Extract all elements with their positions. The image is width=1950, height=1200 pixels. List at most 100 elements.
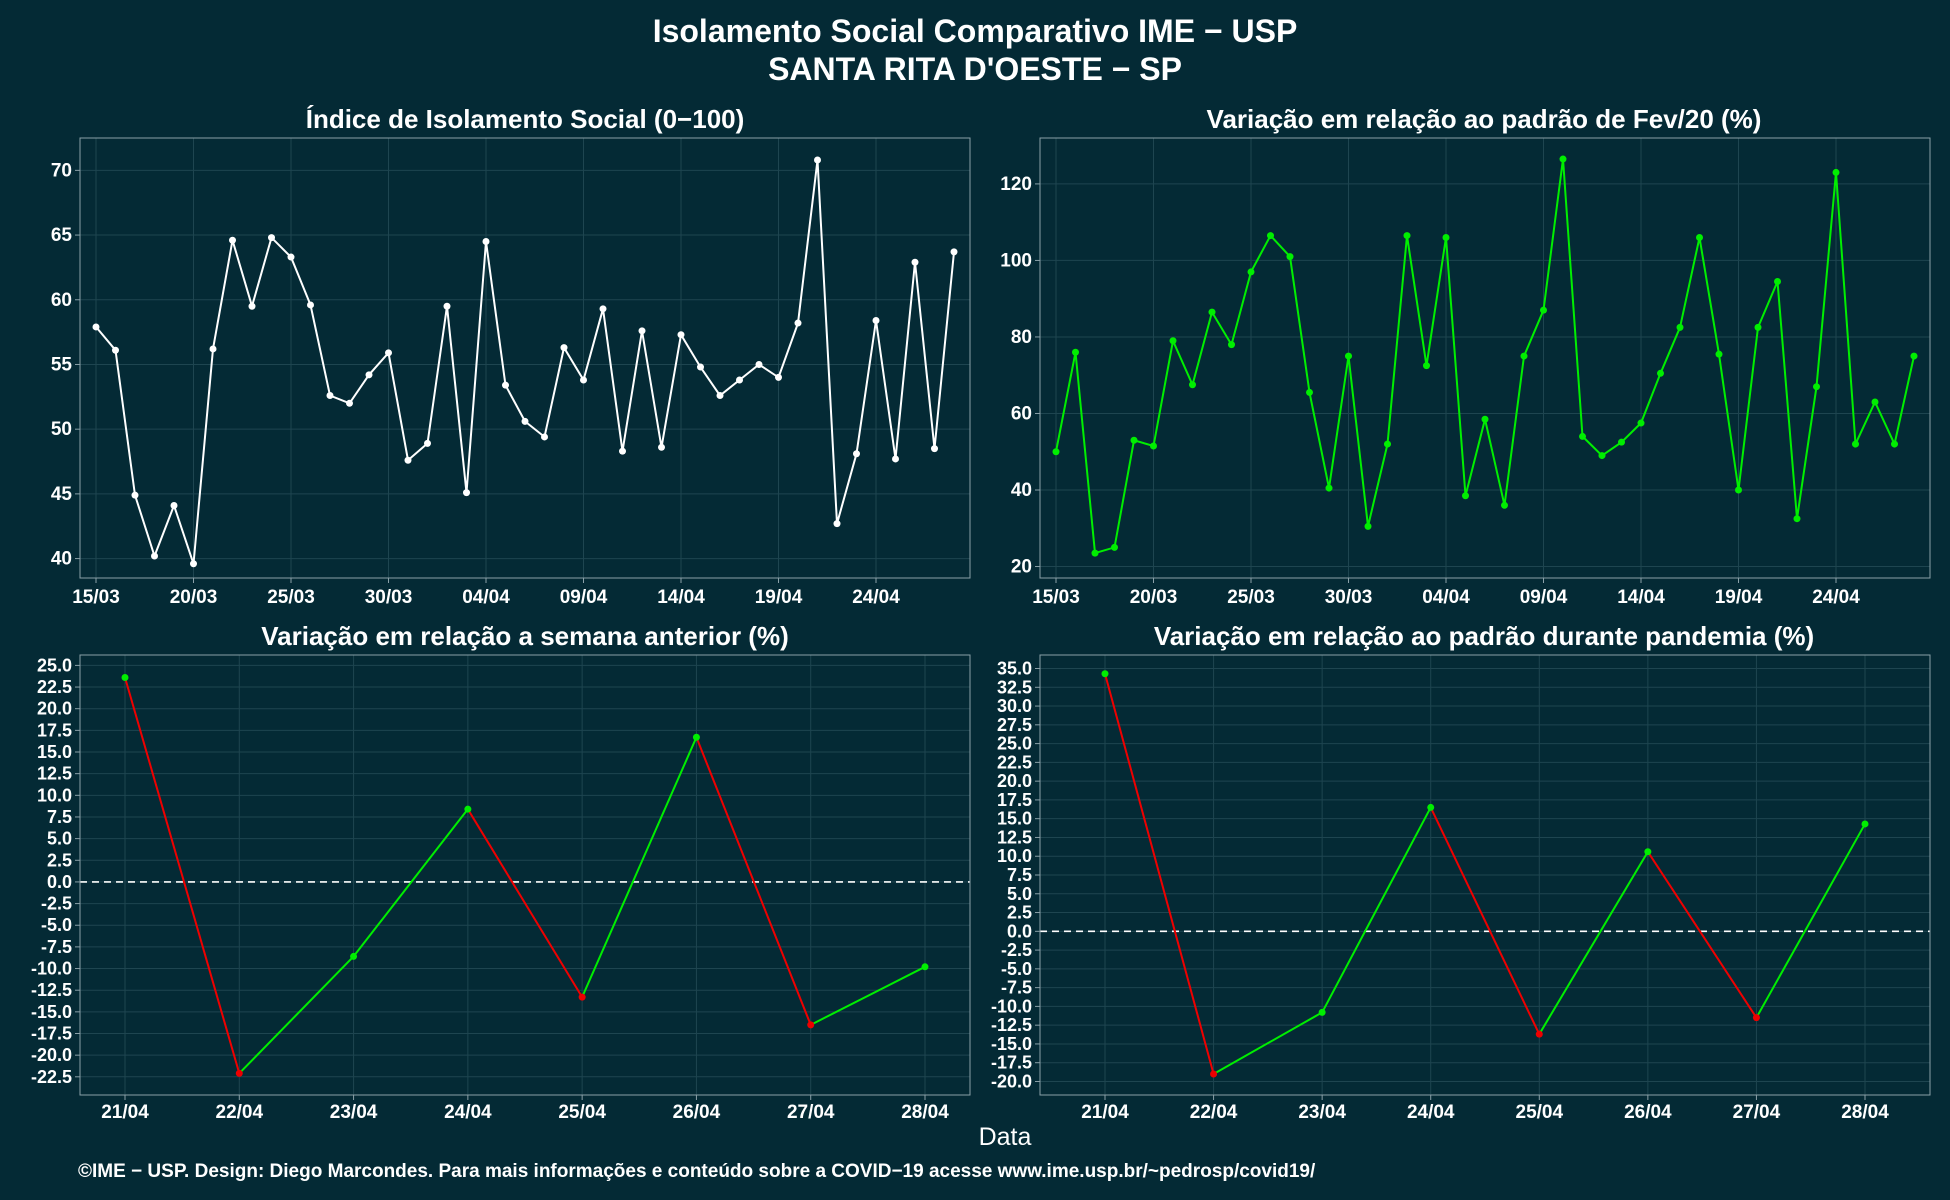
plot-area — [80, 138, 970, 578]
data-point — [578, 993, 586, 1001]
y-tick-label: 40 — [51, 549, 72, 570]
data-point — [1540, 306, 1547, 314]
x-tick-label: 21/04 — [1081, 1102, 1129, 1123]
y-tick-label: -20.0 — [991, 1071, 1032, 1091]
data-point — [131, 491, 139, 499]
panel-isolation-index-plot: 40 45 50 55 60 65 70 15/03 20/03 25/03 30/03 04/04 0… — [51, 137, 971, 608]
x-tick-label: 24/04 — [1812, 587, 1860, 608]
falling-segment — [124, 677, 241, 1074]
data-point — [287, 253, 295, 261]
data-point — [1228, 341, 1235, 349]
y-tick-label: 17.5 — [997, 790, 1032, 810]
x-tick-label: 22/04 — [216, 1102, 264, 1123]
data-point — [365, 371, 373, 379]
data-point — [833, 520, 841, 528]
y-tick-label: -17.5 — [991, 1053, 1032, 1073]
data-point — [1364, 522, 1372, 530]
data-point — [1189, 381, 1196, 389]
data-point — [1130, 436, 1138, 444]
y-tick-label: -2.5 — [1001, 940, 1032, 960]
data-point — [619, 447, 626, 455]
data-point — [1442, 233, 1450, 241]
data-point — [1559, 155, 1567, 163]
y-tick-label: 27.5 — [997, 715, 1032, 735]
data-point — [677, 331, 685, 339]
x-tick-label: 27/04 — [1733, 1102, 1781, 1123]
y-tick-label: -12.5 — [31, 980, 72, 1000]
y-tick-label: 30.0 — [997, 696, 1032, 716]
data-point — [463, 489, 470, 497]
data-point — [1891, 440, 1898, 448]
panel-feb-variation-plot: 20 40 60 80 100 120 15/03 20/03 25/03 30/03 04/04 0… — [1000, 137, 1931, 608]
data-point — [1052, 448, 1060, 456]
y-tick-label: -10.0 — [991, 996, 1032, 1016]
y-tick-label: -15.0 — [991, 1034, 1032, 1054]
data-point — [814, 156, 821, 164]
rising-segment — [1213, 1011, 1323, 1075]
rising-segment — [810, 965, 926, 1026]
data-point — [1325, 484, 1333, 492]
y-tick-label: 10.0 — [997, 846, 1032, 866]
data-point — [1852, 440, 1859, 448]
y-tick-label: -12.5 — [991, 1015, 1032, 1035]
data-point — [1793, 515, 1801, 523]
x-tick-label: 25/04 — [1516, 1102, 1564, 1123]
x-tick-label: 14/04 — [657, 587, 705, 608]
data-point — [1208, 308, 1216, 316]
panel-pandemic-pattern: Variação em relação ao padrão durante pa… — [991, 621, 1931, 1123]
data-point — [1754, 323, 1762, 331]
figure-title-line1: Isolamento Social Comparativo IME − USP — [653, 13, 1298, 49]
y-tick-label: 0.0 — [1007, 921, 1032, 941]
x-tick-label: 25/03 — [267, 587, 315, 608]
data-point — [1579, 432, 1586, 440]
y-tick-label: 40 — [1011, 480, 1032, 501]
data-point — [1286, 253, 1294, 261]
data-point — [872, 316, 880, 324]
x-tick-label: 04/04 — [1422, 587, 1470, 608]
data-point — [404, 456, 412, 464]
data-point — [931, 445, 938, 453]
data-point — [346, 399, 353, 407]
data-point — [911, 258, 919, 266]
data-point — [1072, 348, 1079, 356]
y-tick-label: 120 — [1000, 174, 1032, 195]
data-point — [736, 376, 743, 384]
x-tick-label: 23/04 — [1298, 1102, 1346, 1123]
falling-segment — [1647, 851, 1758, 1019]
data-point — [692, 733, 700, 741]
y-tick-label: -22.5 — [31, 1067, 72, 1087]
data-point — [794, 319, 802, 327]
data-point — [755, 360, 763, 368]
figure-title-line2: SANTA RITA D'OESTE − SP — [768, 51, 1182, 87]
y-tick-label: 10.0 — [37, 785, 72, 805]
plot-frame — [79, 654, 971, 1096]
data-point — [1384, 440, 1391, 448]
data-point — [1752, 1014, 1760, 1022]
data-point — [560, 344, 568, 352]
y-tick-label: -2.5 — [41, 894, 72, 914]
y-tick-label: 60 — [1011, 403, 1032, 424]
y-tick-label: 0.0 — [47, 872, 72, 892]
data-point — [1150, 442, 1157, 450]
y-tick-label: 35.0 — [997, 659, 1032, 679]
panel-pandemic-pattern-plot: -20.0-17.5-15.0-12.5-10.0-7.5-5.0-2.50.0… — [991, 654, 1931, 1123]
data-point — [1520, 352, 1528, 360]
data-point — [580, 376, 587, 384]
y-tick-label: 60 — [51, 290, 72, 311]
falling-segment — [1104, 673, 1215, 1075]
falling-segment — [467, 808, 583, 998]
data-point — [541, 433, 548, 441]
panel-isolation-index: Índice de Isolamento Social (0−100) 40 45… — [51, 104, 971, 608]
data-point — [1910, 352, 1918, 360]
x-tick-label: 25/03 — [1227, 587, 1275, 608]
data-point — [1676, 323, 1684, 331]
x-tick-label: 15/03 — [72, 587, 120, 608]
data-point — [1169, 337, 1177, 345]
data-point — [892, 455, 899, 463]
data-point — [1644, 848, 1652, 856]
data-point — [1267, 232, 1274, 240]
panel-feb-variation-title: Variação em relação ao padrão de Fev/20 … — [1207, 104, 1762, 134]
data-point — [658, 443, 665, 451]
y-tick-label: 5.0 — [47, 829, 72, 849]
